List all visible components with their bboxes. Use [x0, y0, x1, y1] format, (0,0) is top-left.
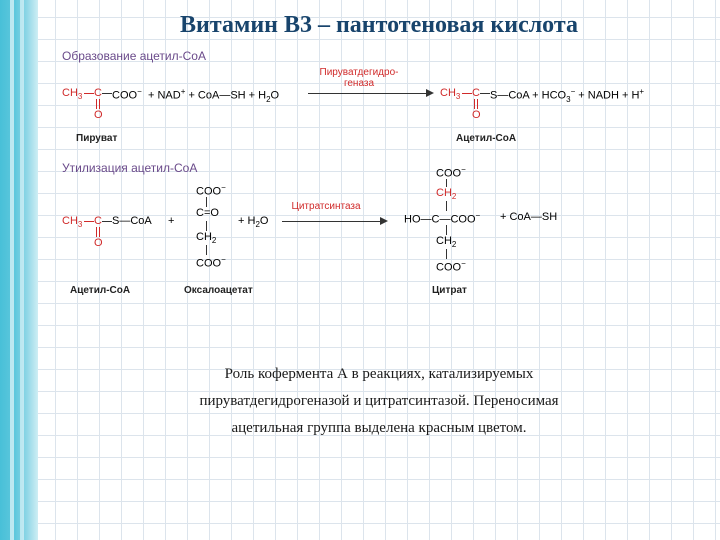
cit-coo2: COO− — [436, 259, 466, 274]
bond — [446, 179, 447, 187]
plus-h2o: + H2O — [238, 215, 268, 229]
arrow-1 — [308, 93, 428, 94]
arrowhead-1 — [426, 89, 434, 97]
slide-title: Витамин В3 – пантотеновая кислота — [56, 12, 702, 39]
bond — [446, 249, 447, 259]
slide-content: Витамин В3 – пантотеновая кислота Образо… — [38, 0, 720, 540]
ch3-3: CH3 — [62, 215, 82, 229]
enzyme-1: Пируватдегидро- геназа — [314, 67, 404, 89]
ch3-1: CH3 — [62, 87, 82, 101]
plus-coash: + CoA—SH — [500, 211, 557, 223]
oaa-ch2: CH2 — [196, 231, 216, 245]
section-1-label: Образование ацетил-CoA — [62, 49, 702, 63]
bond — [206, 221, 207, 231]
scoa2: S—CoA — [112, 215, 152, 227]
enzyme-1a: Пируватдегидро- — [320, 67, 399, 78]
decorative-sidebar — [0, 0, 38, 540]
o-2: O — [472, 109, 481, 121]
cit-ch22: CH2 — [436, 235, 456, 249]
c-1: C — [94, 87, 102, 99]
cdbl — [96, 227, 100, 237]
plus2: + — [168, 215, 174, 227]
arrow-2 — [282, 221, 382, 222]
bond — [446, 201, 447, 211]
bond — [206, 245, 207, 255]
caption-line-2: пируватдегидрогеназой и цитратсинтазой. … — [199, 393, 558, 409]
coo-1: COO− — [112, 87, 142, 102]
enzyme-1b: геназа — [344, 78, 374, 89]
arrowhead-2 — [380, 217, 388, 225]
bond — [446, 225, 447, 235]
caption-line-3: ацетильная группа выделена красным цвето… — [232, 420, 527, 436]
ch3-2: CH3 — [440, 87, 460, 101]
oaa-co: C=O — [196, 207, 219, 219]
bond — [102, 221, 112, 222]
reaction-2: CH3 C O S—CoA + COO− C=O CH2 COO− + H2O … — [56, 179, 702, 319]
oxaloacetate-label: Оксалоацетат — [184, 285, 253, 296]
o-3: O — [94, 237, 103, 249]
c-2: C — [472, 87, 480, 99]
cdbl — [96, 99, 100, 109]
plus: + NAD+ + CoA—SH + H2O — [148, 87, 279, 104]
caption: Роль кофермента А в реакциях, катализиру… — [56, 361, 702, 442]
scoa: S—CoA + HCO3− + NADH + H+ — [490, 87, 644, 104]
c-3: C — [94, 215, 102, 227]
bond — [206, 197, 207, 207]
oaa-coo1: COO− — [196, 183, 226, 198]
reaction-1: CH3 C O COO− + NAD+ + CoA—SH + H2O Пирув… — [56, 67, 702, 155]
section-2-label: Утилизация ацетил-CoA — [62, 161, 702, 175]
pyruvate-label: Пируват — [76, 133, 117, 144]
caption-line-1: Роль кофермента А в реакциях, катализиру… — [225, 366, 534, 382]
acetylcoa-label-2: Ацетил-CoA — [70, 285, 130, 296]
oaa-coo2: COO− — [196, 255, 226, 270]
cit-hoc: HO—C—COO− — [404, 211, 480, 226]
cdbl — [474, 99, 478, 109]
cit-coo1: COO− — [436, 165, 466, 180]
bond — [84, 221, 94, 222]
bond — [462, 93, 472, 94]
bond — [480, 93, 490, 94]
bond — [102, 93, 112, 94]
acetylcoa-label: Ацетил-CoA — [456, 133, 516, 144]
o-1: O — [94, 109, 103, 121]
cit-ch2: CH2 — [436, 187, 456, 201]
bond — [84, 93, 94, 94]
citrate-label: Цитрат — [432, 285, 467, 296]
enzyme-2: Цитратсинтаза — [286, 201, 366, 212]
